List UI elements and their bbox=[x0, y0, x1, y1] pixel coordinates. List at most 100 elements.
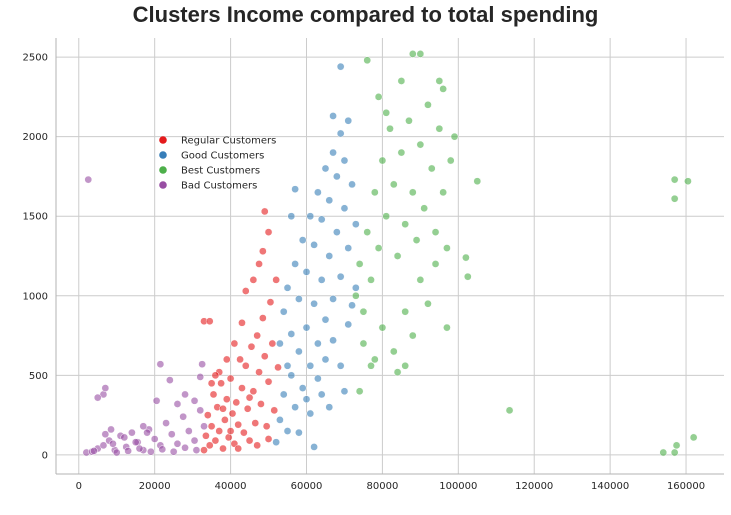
data-point bbox=[200, 422, 208, 431]
data-point bbox=[325, 403, 334, 412]
data-point bbox=[439, 85, 447, 93]
data-point bbox=[260, 352, 269, 361]
data-point bbox=[306, 361, 315, 370]
data-point bbox=[230, 339, 239, 348]
data-point bbox=[424, 299, 432, 308]
data-point bbox=[408, 50, 417, 58]
data-point bbox=[211, 371, 220, 380]
data-point bbox=[420, 204, 429, 213]
data-point bbox=[314, 188, 322, 197]
data-point bbox=[355, 260, 364, 268]
x-tick-label: 100000 bbox=[439, 481, 477, 492]
data-point bbox=[279, 390, 288, 399]
data-point bbox=[268, 339, 277, 348]
data-point bbox=[200, 446, 208, 454]
data-point bbox=[317, 276, 326, 284]
data-point bbox=[473, 177, 482, 186]
data-point bbox=[427, 164, 436, 173]
data-point bbox=[112, 448, 121, 457]
x-tick-label: 20000 bbox=[139, 481, 171, 492]
data-point bbox=[416, 276, 425, 284]
x-tick-label: 80000 bbox=[367, 481, 399, 492]
data-point bbox=[234, 420, 243, 429]
data-point bbox=[340, 204, 349, 213]
data-point bbox=[325, 196, 334, 205]
data-point bbox=[408, 331, 417, 340]
data-point bbox=[190, 436, 199, 445]
data-point bbox=[166, 376, 174, 384]
data-point bbox=[264, 377, 273, 386]
data-point bbox=[253, 441, 262, 450]
data-point bbox=[435, 124, 444, 133]
legend-label: Bad Customers bbox=[181, 181, 257, 192]
data-point bbox=[152, 396, 161, 405]
data-point bbox=[196, 373, 205, 381]
data-point bbox=[93, 393, 102, 402]
data-point bbox=[462, 253, 470, 262]
data-point bbox=[408, 188, 417, 197]
data-point bbox=[672, 441, 681, 450]
data-point bbox=[450, 132, 459, 141]
data-point bbox=[260, 207, 269, 216]
data-point bbox=[416, 140, 425, 149]
series-bad-customers bbox=[82, 175, 208, 457]
data-point bbox=[190, 396, 199, 405]
grid bbox=[56, 38, 724, 474]
data-point bbox=[283, 361, 292, 370]
data-point bbox=[302, 323, 311, 332]
data-point bbox=[219, 444, 227, 453]
data-point bbox=[139, 422, 148, 431]
data-point bbox=[131, 438, 140, 447]
data-point bbox=[321, 355, 330, 364]
data-point bbox=[329, 295, 337, 303]
y-tick-label: 0 bbox=[42, 450, 48, 461]
data-point bbox=[463, 272, 472, 281]
data-point bbox=[245, 393, 254, 402]
data-point bbox=[348, 301, 356, 310]
data-point bbox=[247, 342, 256, 351]
data-point bbox=[238, 318, 246, 327]
data-point bbox=[302, 395, 311, 404]
data-point bbox=[287, 371, 296, 380]
data-point bbox=[226, 427, 235, 435]
x-tick-label: 120000 bbox=[515, 481, 553, 492]
data-point bbox=[181, 443, 189, 452]
data-point bbox=[101, 430, 110, 439]
data-point bbox=[169, 447, 178, 456]
data-point bbox=[314, 374, 322, 383]
series-regular-customers bbox=[200, 207, 282, 454]
data-point bbox=[355, 387, 364, 396]
data-point bbox=[192, 446, 201, 454]
data-point bbox=[329, 336, 337, 345]
data-point bbox=[240, 428, 248, 437]
data-point bbox=[351, 220, 360, 229]
data-point bbox=[295, 295, 303, 303]
data-point bbox=[222, 395, 231, 404]
data-point bbox=[295, 428, 303, 437]
data-point bbox=[291, 403, 299, 412]
y-tick-label: 2500 bbox=[23, 53, 48, 64]
data-point bbox=[264, 228, 273, 236]
data-point bbox=[317, 215, 326, 224]
data-point bbox=[351, 283, 360, 292]
data-point bbox=[181, 390, 189, 399]
data-point bbox=[158, 445, 167, 454]
data-point bbox=[262, 422, 271, 431]
data-point bbox=[443, 244, 451, 252]
data-point bbox=[386, 124, 394, 133]
data-point bbox=[205, 441, 214, 450]
data-point bbox=[340, 387, 349, 396]
data-point bbox=[249, 276, 258, 284]
data-point bbox=[359, 339, 368, 348]
data-point bbox=[310, 443, 318, 451]
data-point bbox=[184, 427, 193, 435]
legend-label: Good Customers bbox=[181, 151, 264, 162]
data-point bbox=[253, 331, 262, 340]
data-point bbox=[283, 283, 292, 292]
legend-marker bbox=[159, 151, 167, 159]
data-point bbox=[287, 330, 296, 338]
data-point bbox=[143, 428, 151, 437]
legend-marker bbox=[159, 136, 167, 144]
data-point bbox=[283, 427, 292, 435]
